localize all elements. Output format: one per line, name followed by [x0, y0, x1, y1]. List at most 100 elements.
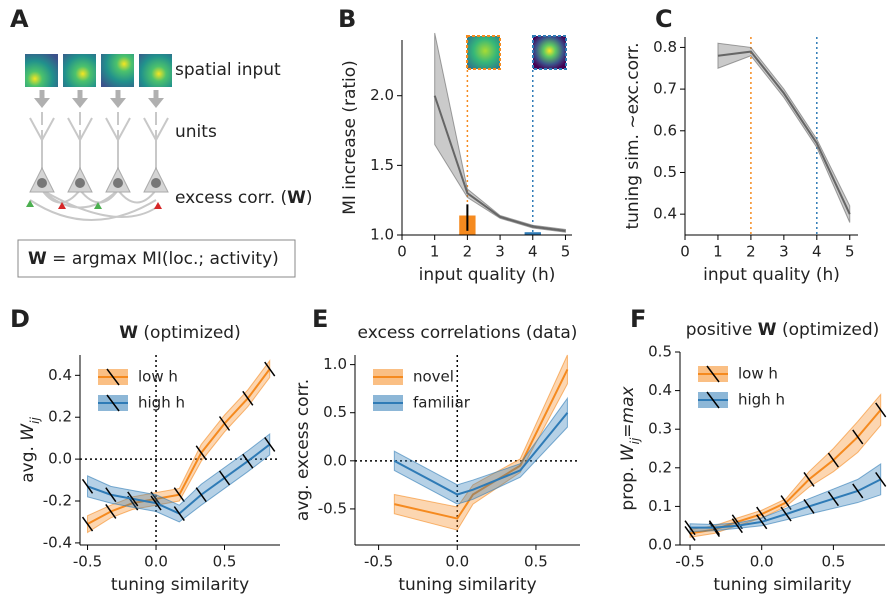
y-tick-label: -0.2: [43, 492, 72, 510]
y-tick-label: 0.2: [648, 458, 672, 476]
y-tick-label: 0.0: [648, 536, 672, 554]
x-tick-label: 4: [812, 243, 822, 261]
legend-label: low h: [738, 365, 778, 383]
panel-label: B: [338, 5, 356, 33]
inset-image: [532, 35, 567, 70]
synapse: [26, 200, 34, 207]
hatch-marker: [105, 487, 117, 503]
x-tick-label: -0.5: [675, 553, 704, 571]
text-part: excess correlations (data): [358, 323, 578, 343]
chart-title: positive W (optimized): [686, 320, 880, 340]
diagram: spatial input units excess corr. (W) W =…: [17, 54, 313, 278]
y-tick-label: -0.5: [318, 499, 347, 517]
hatch-marker: [803, 498, 815, 514]
text-part: prop.: [618, 461, 638, 510]
hatch-marker: [875, 471, 887, 487]
inset-image: [466, 35, 501, 70]
hatch-marker: [105, 504, 117, 519]
x-axis-label: tuning similarity: [713, 575, 851, 595]
y-tick-label: 0.5: [653, 163, 677, 181]
input-image: [63, 54, 96, 87]
x-tick-label: -0.5: [364, 553, 393, 571]
confidence-band: [434, 32, 566, 233]
hatch-marker: [731, 514, 743, 530]
excess-label: excess corr. (W): [175, 188, 313, 208]
x-axis-label: tuning similarity: [111, 575, 249, 595]
x-tick-label: 0.5: [213, 553, 237, 571]
input-image: [25, 54, 58, 87]
arrows: [34, 90, 164, 108]
line: [394, 368, 569, 520]
text-part: excess corr. (: [175, 188, 287, 208]
confidence-band: [393, 396, 568, 505]
text-part: ij: [628, 437, 642, 444]
units-label: units: [175, 122, 217, 142]
dendrites: [29, 112, 169, 221]
hatch-marker: [218, 416, 231, 431]
text-part: =max: [618, 385, 638, 437]
text-part: (optimized): [138, 323, 241, 343]
hatch-marker: [242, 453, 254, 469]
text-part: tuning sim. ~exc.corr.: [623, 42, 643, 229]
x-tick-label: 0.5: [821, 553, 845, 571]
chart-title: excess correlations (data): [358, 323, 578, 343]
x-tick-label: 4: [528, 243, 538, 261]
hatch-marker: [756, 506, 768, 522]
hatch-marker: [756, 514, 768, 530]
panel-label: F: [630, 305, 646, 333]
formula: W = argmax MI(loc.; activity): [28, 249, 279, 269]
x-tick-label: 0.0: [144, 553, 168, 571]
x-axis-label: tuning similarity: [398, 575, 536, 595]
x-axis-label: input quality (h): [419, 265, 556, 285]
legend-label: familiar: [413, 394, 471, 412]
y-tick-label: 0.8: [653, 38, 677, 56]
x-tick-label: 5: [845, 243, 855, 261]
synapse: [94, 202, 102, 209]
y-tick-label: 1.0: [323, 355, 347, 373]
hatch-marker: [780, 506, 792, 522]
x-tick-label: 0: [680, 243, 690, 261]
y-axis-label: tuning sim. ~exc.corr.: [623, 42, 643, 229]
panel-label: E: [312, 305, 328, 333]
x-axis-label: input quality (h): [703, 265, 840, 285]
hatch-marker: [852, 429, 864, 445]
hatch-marker: [81, 478, 94, 494]
input-image: [139, 54, 172, 87]
somas: [29, 166, 169, 193]
y-axis-label: avg. Wij: [18, 417, 42, 483]
legend-hatch: [706, 365, 720, 383]
x-tick-label: -0.5: [73, 553, 102, 571]
text-part: W: [119, 323, 138, 343]
x-tick-label: 5: [561, 243, 571, 261]
confidence-band: [689, 463, 882, 533]
y-axis-label: prop. Wij=max: [618, 385, 642, 510]
legend-hatch: [106, 368, 120, 386]
y-tick-label: 0.5: [323, 403, 347, 421]
y-tick-label: -0.4: [43, 533, 72, 551]
text-part: = argmax MI(loc.; activity): [47, 249, 279, 269]
hatch-marker: [127, 491, 139, 507]
synapse: [154, 202, 162, 209]
formula-box: [17, 239, 296, 278]
hatch-marker: [875, 402, 887, 418]
y-tick-label: 0.4: [648, 381, 672, 399]
input-image: [101, 54, 134, 87]
text-part: avg. excess corr.: [293, 379, 313, 521]
confidence-band: [717, 42, 851, 223]
hatch-marker: [684, 525, 696, 541]
line: [433, 95, 566, 232]
hatch-marker: [218, 470, 231, 486]
y-tick-label: 0.3: [648, 420, 672, 438]
y-axis-label: MI increase (ratio): [340, 60, 360, 215]
panel-label: A: [10, 5, 29, 33]
y-tick-label: 0.0: [48, 450, 72, 468]
line: [717, 50, 851, 215]
x-tick-label: 0: [397, 243, 407, 261]
y-tick-label: 0.4: [653, 205, 677, 223]
legend-label: high h: [138, 394, 185, 412]
text-part: positive: [686, 320, 758, 340]
y-tick-label: 1.0: [370, 226, 394, 244]
y-tick-label: 0.2: [48, 408, 72, 426]
x-tick-label: 0.5: [524, 553, 548, 571]
